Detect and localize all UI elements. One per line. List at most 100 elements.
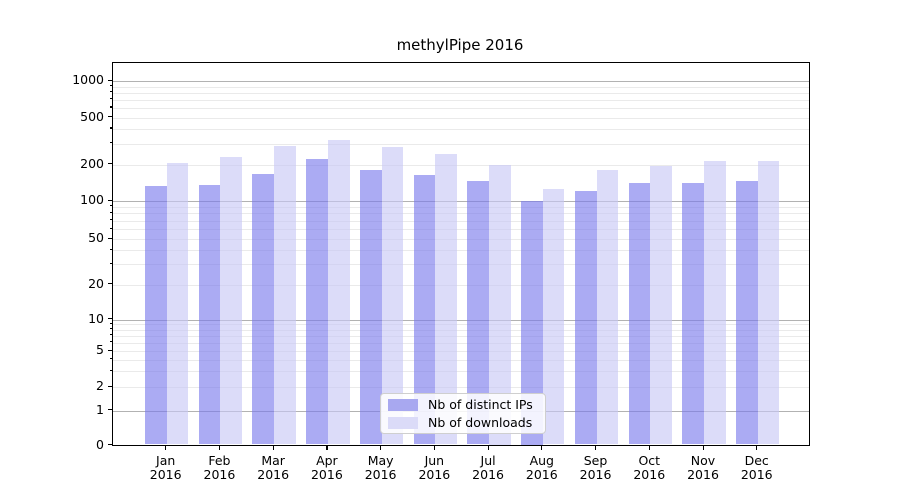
gridline-minor [113,117,809,119]
x-tick-year: 2016 [418,466,451,482]
bar-distinct-ips-dec [736,181,758,445]
x-tick-year: 2016 [149,466,182,482]
y-minor-tick [109,219,112,221]
gridline-minor [113,335,809,337]
gridline-minor [113,324,809,326]
gridline-minor [113,206,809,208]
x-tick-year: 2016 [257,466,290,482]
bar-downloads-apr [327,140,350,445]
x-tick-month: Oct [638,452,661,468]
x-tick-month: Dec [744,452,769,468]
bar-downloads-jul [489,164,511,445]
gridline-minor [113,329,809,331]
x-tick-month: May [367,452,394,468]
y-minor-tick [109,334,112,336]
gridline-minor [113,220,809,222]
gridline-minor [113,239,809,240]
x-tick-label: Dec 2016 [725,452,789,482]
y-minor-tick [109,163,112,165]
y-minor-tick [109,283,112,285]
gridline-minor [113,264,809,266]
x-tick-month: Aug [529,452,554,468]
y-tick-label: 100 [80,192,104,207]
y-minor-tick [109,227,112,229]
x-tick-month: Nov [690,452,716,468]
gridline-minor [113,92,809,94]
bar-distinct-ips-aug [521,201,543,445]
gridline-minor [113,250,809,252]
x-tick-year: 2016 [364,466,397,482]
y-minor-tick [109,106,112,108]
x-tick-year: 2016 [687,466,719,482]
x-tick-label: Jul 2016 [456,452,520,482]
y-minor-tick [109,385,112,387]
gridline-minor [113,213,809,215]
x-tick-label: Feb 2016 [187,453,251,482]
y-minor-tick [109,211,112,213]
x-tick-label: Aug 2016 [510,452,574,482]
bar-distinct-ips-mar [252,173,275,445]
y-tick-label: 200 [80,155,104,171]
bar-distinct-ips-may [359,170,382,445]
x-tick-label: Mar 2016 [241,452,305,482]
bar-downloads-sep [596,170,619,445]
y-minor-tick [109,349,112,351]
gridline-minor [113,143,809,145]
gridline-minor [113,387,809,388]
bar-distinct-ips-jan [145,186,167,445]
x-tick-label: Apr 2016 [295,452,359,482]
y-minor-tick [109,116,112,118]
y-minor-tick [109,98,112,100]
x-tick-label: Jun 2016 [402,452,466,482]
x-tick-year: 2016 [203,466,236,482]
y-tick-label: 10 [88,310,104,326]
y-tick-label: 1 [96,401,104,417]
y-minor-tick [109,127,112,129]
x-tick-year: 2016 [633,466,666,482]
gridline-minor [113,229,809,230]
gridline-minor [113,99,809,101]
x-tick [326,445,328,450]
y-tick [107,444,112,446]
x-tick-month: Jul [480,452,496,468]
gridline-major [113,201,809,202]
y-tick-label: 50 [88,230,104,245]
y-tick-label: 1000 [72,72,104,87]
bar-downloads-may [381,147,404,445]
bar-distinct-ips-jul [467,181,490,445]
bar-downloads-nov [704,160,726,445]
y-tick-label: 0 [96,436,104,452]
gridline-minor [113,284,809,286]
bar-downloads-dec [757,160,780,445]
gridline-minor [113,359,809,361]
x-tick [702,445,704,450]
x-tick-label: Sep 2016 [564,452,628,482]
x-tick-month: Jun [424,452,445,468]
gridline-minor [113,128,809,130]
bar-distinct-ips-feb [198,185,221,445]
bar-downloads-jun [435,154,458,445]
gridline-major [113,319,809,321]
x-tick-year: 2016 [525,466,558,482]
y-minor-tick [109,262,112,265]
gridline-minor [113,371,809,373]
y-tick [107,409,112,411]
y-tick-label: 2 [96,378,104,393]
bar-downloads-jan [166,163,189,445]
chart-title: methylPipe 2016 [396,36,524,54]
y-tick [107,79,112,81]
y-tick [107,318,112,320]
bar-distinct-ips-nov [682,182,704,445]
x-tick-year: 2016 [472,466,504,482]
y-minor-tick [109,341,112,343]
x-tick [433,445,436,450]
x-tick-month: Mar [261,452,285,468]
x-tick [218,445,221,450]
y-tick-label: 500 [80,108,104,124]
x-tick-month: Apr [316,452,338,468]
y-minor-tick [109,248,112,250]
gridline-minor [113,164,809,166]
x-tick-month: Sep [583,452,608,468]
gridline-minor [113,351,809,352]
gridline-minor [113,86,809,88]
